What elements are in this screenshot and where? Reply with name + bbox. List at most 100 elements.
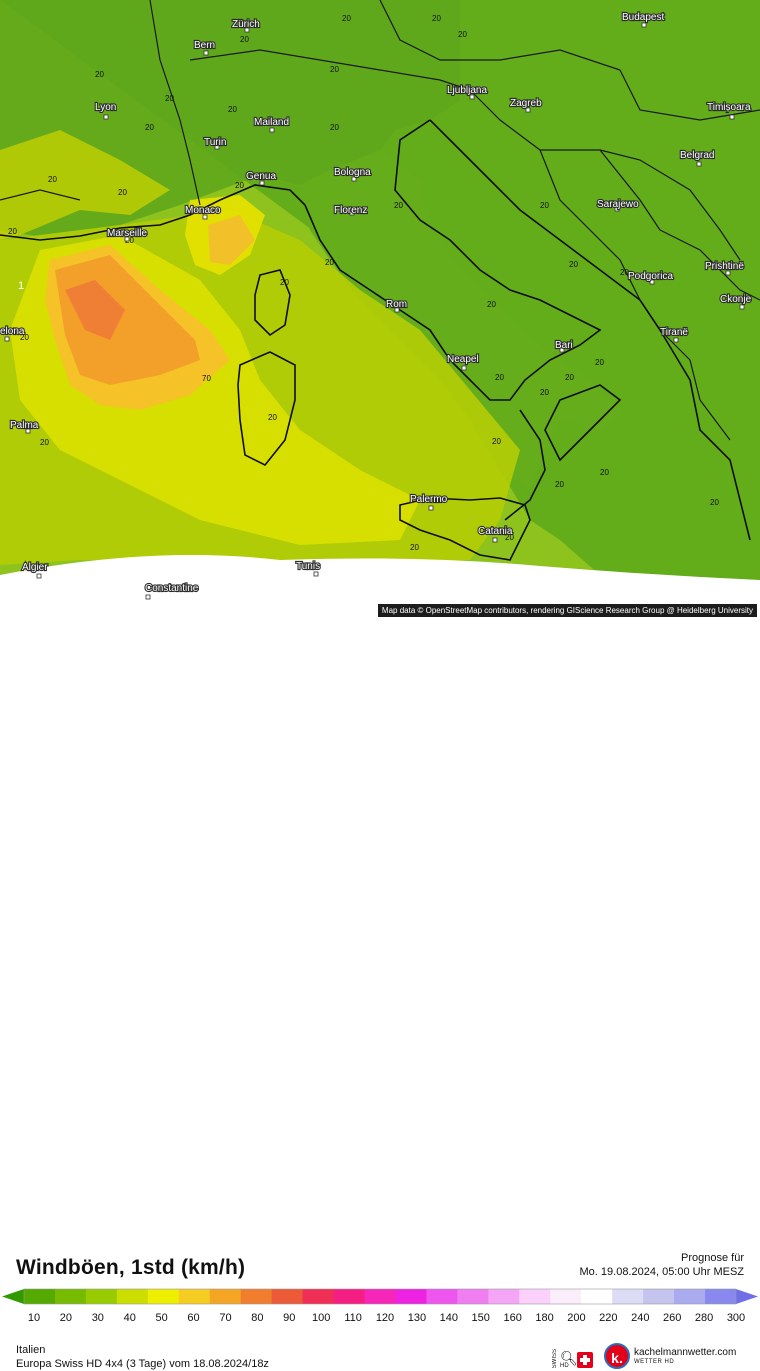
city-dot	[269, 127, 275, 133]
city-dot	[673, 337, 679, 343]
city-dot	[492, 537, 498, 543]
gust-zone-rhone	[0, 130, 170, 240]
scale-swatch	[488, 1289, 520, 1304]
scale-swatch	[116, 1289, 149, 1304]
iso-label: 20	[240, 35, 249, 44]
scale-tick-label: 120	[376, 1312, 394, 1324]
city-label-zagreb: Zagreb	[510, 98, 542, 109]
scale-swatch	[302, 1289, 335, 1304]
scale-swatch	[643, 1289, 675, 1304]
iso-label: 20	[710, 498, 719, 507]
kachelmann-sub: WETTER HD	[634, 1359, 675, 1365]
city-label-palma: Palma	[10, 420, 39, 431]
scale-tick-label: 40	[124, 1312, 136, 1324]
scale-swatch	[54, 1289, 87, 1304]
scale-swatch	[24, 1289, 56, 1304]
scale-tick-label: 20	[60, 1312, 72, 1324]
city-dot	[36, 573, 42, 579]
iso-label: 20	[40, 438, 49, 447]
city-dot	[696, 161, 702, 167]
iso-label: 20	[95, 70, 104, 79]
city-dot	[351, 176, 357, 182]
city-label-florenz: Florenz	[334, 205, 367, 216]
weather-map[interactable]: 20 20 20 20 20 20 20 20 20 20 20 20 20 2…	[0, 0, 760, 617]
scale-swatch	[395, 1289, 427, 1304]
city-dot	[461, 365, 467, 371]
city-dot	[244, 27, 250, 33]
iso-label: 20	[145, 123, 154, 132]
scale-swatch	[550, 1289, 582, 1304]
scale-swatch	[426, 1289, 458, 1304]
iso-label: 20	[495, 373, 504, 382]
city-dot	[739, 304, 745, 310]
scale-tick-label: 90	[283, 1312, 295, 1324]
iso-label: 20	[569, 260, 578, 269]
scale-arrow-left	[2, 1289, 24, 1304]
iso-label: 20	[125, 236, 134, 245]
kachelmann-logo[interactable]: k. kachelmannwetter.com WETTER HD	[604, 1343, 754, 1371]
scale-tick-label: 180	[535, 1312, 553, 1324]
scale-swatch	[581, 1289, 613, 1304]
kachelmann-logo-icon: k.	[604, 1343, 630, 1369]
iso-label: 20	[432, 14, 441, 23]
scale-arrow-right	[736, 1289, 758, 1304]
scale-tick-label: 50	[156, 1312, 168, 1324]
hd-label: HD	[560, 1363, 569, 1369]
city-dot	[559, 347, 565, 353]
color-scale: 10 20 30 40 50 60 70 80 90 100 110 120 130 140 150 160 1…	[2, 1288, 758, 1324]
map-canvas: 20 20 20 20 20 20 20 20 20 20 20 20 20 2…	[0, 0, 760, 617]
city-label-zuerich: Zürich	[232, 19, 260, 30]
map-attribution: Map data © OpenStreetMap contributors, r…	[377, 604, 757, 617]
city-dot	[4, 336, 10, 342]
scale-tick-label: 280	[695, 1312, 713, 1324]
scale-tick-label: 10	[28, 1312, 40, 1324]
scale-swatch	[178, 1289, 211, 1304]
scale-tick-label: 260	[663, 1312, 681, 1324]
city-label-belgrad: Belgrad	[680, 150, 714, 161]
city-dot	[469, 94, 475, 100]
forecast-time: Mo. 19.08.2024, 05:00 Uhr MESZ	[579, 1266, 744, 1278]
gust-zone-ligurian-high	[208, 215, 255, 265]
iso-label: 20	[20, 333, 29, 342]
iso-label: 20	[8, 227, 17, 236]
city-label-catania: Catania	[478, 526, 513, 537]
scale-tick-label: 100	[312, 1312, 330, 1324]
scale-swatch	[364, 1289, 396, 1304]
region-label: Italien	[16, 1344, 46, 1356]
iso-label: 20	[565, 373, 574, 382]
city-label-ckonje: Ckonje	[720, 294, 752, 305]
city-dot	[394, 307, 400, 313]
iso-label: 20	[600, 468, 609, 477]
scale-tick-label: 80	[251, 1312, 263, 1324]
scale-tick-label: 150	[472, 1312, 490, 1324]
city-dot	[729, 114, 735, 120]
iso-label: 20	[48, 175, 57, 184]
city-dot	[259, 180, 265, 186]
city-label-bern: Bern	[194, 40, 215, 51]
swiss-label: SWISS	[552, 1349, 558, 1369]
model-info: Europa Swiss HD 4x4 (3 Tage) vom 18.08.2…	[16, 1358, 269, 1370]
city-dot	[103, 114, 109, 120]
city-label-podgorica: Podgorica	[628, 271, 673, 282]
isoline-labels: 20 20 20 20 20 20 20 20 20 20 20 20 20 2…	[8, 14, 719, 552]
iso-label: 20	[268, 413, 277, 422]
city-label-lyon: Lyon	[95, 102, 116, 113]
forecast-label: Prognose für	[681, 1252, 744, 1264]
no-data-area	[0, 555, 760, 617]
city-label-monaco: Monaco	[185, 205, 221, 216]
iso-label: 20	[330, 123, 339, 132]
city-label-constantine: Constantine	[145, 583, 199, 594]
city-label-sarajewo: Sarajewo	[597, 199, 639, 210]
iso-label: 20	[118, 188, 127, 197]
scale-swatch	[705, 1289, 737, 1304]
land-east	[0, 0, 760, 580]
scale-swatch	[519, 1289, 551, 1304]
city-label-tunis: Tunis	[296, 561, 320, 572]
scale-swatch	[271, 1289, 304, 1304]
city-label-rom: Rom	[386, 299, 407, 310]
scale-swatch	[147, 1289, 180, 1304]
swiss-hd-badge: SWISS 🔍︎ HD	[552, 1349, 596, 1371]
scale-tick-label: 300	[727, 1312, 745, 1324]
iso-label: 20	[410, 543, 419, 552]
scale-swatch	[457, 1289, 489, 1304]
